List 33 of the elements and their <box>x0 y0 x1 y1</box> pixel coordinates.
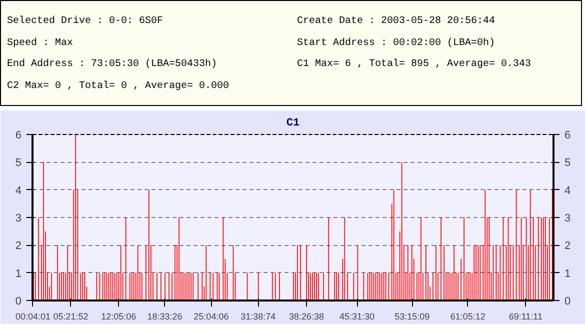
x-tick-label: 18:33:26 <box>147 312 182 322</box>
y2-tick-label: 3 <box>564 212 571 224</box>
chart-title: C1 <box>286 118 300 130</box>
text: Create Date : 2003-05-28 20:56:44 <box>297 15 496 29</box>
text: Start Address : 00:02:00 (LBA=0h) <box>297 36 496 50</box>
x-tick-label: 31:38:74 <box>240 312 276 322</box>
y2-tick-label: 1 <box>564 268 571 280</box>
y-tick-label: 2 <box>15 240 22 252</box>
x-tick-label: 69:11:11 <box>508 312 543 322</box>
y-tick-label: 5 <box>15 157 22 170</box>
y2-tick-label: 5 <box>564 157 571 170</box>
x-tick-label: 53:15:09 <box>394 312 430 322</box>
y-tick-label: 3 <box>15 212 22 224</box>
x-tick-label: 00:04:01 <box>15 312 51 322</box>
text: End Address : 73:05:30 (LBA=50433h) <box>7 58 218 72</box>
y2-tick-label: 6 <box>564 130 571 142</box>
x-tick-label: 12:05:06 <box>101 312 136 322</box>
y2-tick-label: 0 <box>564 296 571 308</box>
x-tick-label: 25:04:06 <box>194 312 229 322</box>
y-tick-label: 1 <box>15 268 22 280</box>
text: C1 Max= 6 , Total= 895 , Average= 0.343 <box>297 58 532 72</box>
x-tick-label: 61:05:12 <box>450 312 486 322</box>
y2-tick-label: 2 <box>564 240 571 252</box>
x-tick-label: 05:21:52 <box>53 312 88 322</box>
y-tick-label: 4 <box>15 184 22 197</box>
y-tick-label: 6 <box>15 130 22 142</box>
text: Speed : Max <box>7 36 74 50</box>
x-tick-label: 45:31:30 <box>339 312 375 322</box>
text: Selected Drive : 0-0: 6S0F <box>7 15 164 29</box>
text: C2 Max= 0 , Total= 0 , Average= 0.000 <box>7 80 230 94</box>
y-tick-label: 0 <box>15 296 22 308</box>
x-tick-label: 38:26:38 <box>289 312 324 322</box>
y2-tick-label: 4 <box>564 184 571 197</box>
